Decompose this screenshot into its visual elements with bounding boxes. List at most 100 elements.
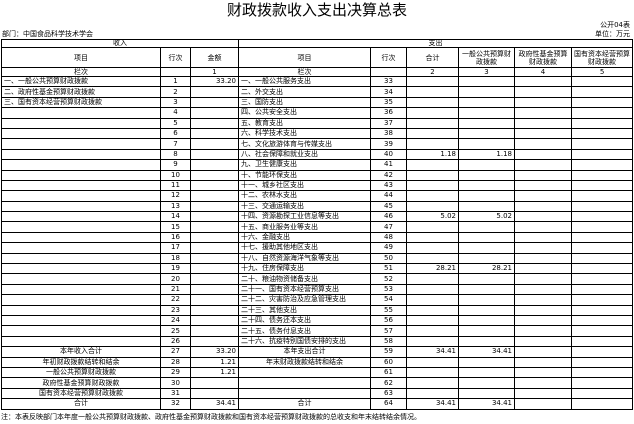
item — [1, 294, 161, 306]
item: 二、政府性基金预算财政拨款 — [1, 86, 161, 98]
column-header: 项目 — [1, 47, 161, 68]
amount: 33.20 — [189, 75, 240, 88]
item — [1, 335, 161, 348]
item: 三、国有资本经营预算财政拨款 — [1, 96, 161, 109]
table-row: 14 十四、资源勘探工业信息等支出 46 5.02 5.02 — [1, 211, 634, 223]
line-number: 20 — [160, 273, 191, 285]
amount — [571, 304, 634, 317]
amount — [571, 242, 634, 254]
item: 二、外交支出 — [238, 86, 372, 98]
line-number: 21 — [160, 283, 191, 296]
amount — [458, 387, 516, 400]
amount — [571, 200, 634, 213]
amount — [406, 179, 460, 192]
line-number: 10 — [160, 169, 191, 181]
line-number: 14 — [160, 211, 191, 223]
amount — [406, 96, 460, 109]
amount — [458, 107, 516, 119]
line-number: 4 — [160, 107, 191, 119]
amount — [571, 221, 634, 233]
line-number: 45 — [370, 200, 408, 213]
line-number: 46 — [370, 211, 408, 223]
amount — [514, 75, 573, 88]
amount — [571, 346, 634, 358]
line-number: 13 — [160, 200, 191, 213]
table-row: 合计 32 34.41 合计 64 34.41 34.41 — [1, 398, 634, 410]
table-row: 10 十、节能环保支出 42 — [1, 169, 634, 181]
column-number: 栏次 — [1, 67, 161, 77]
amount — [571, 356, 634, 368]
amount — [514, 96, 573, 109]
amount — [189, 314, 240, 327]
amount — [189, 325, 240, 337]
amount — [571, 231, 634, 244]
table-row: 4 四、公共安全支出 36 — [1, 107, 634, 119]
amount — [406, 304, 460, 317]
item: 二十六、抗疫特别国债安排的支出 — [238, 335, 372, 348]
line-number: 42 — [370, 169, 408, 181]
item: 十、节能环保支出 — [238, 169, 372, 181]
amount — [189, 304, 240, 317]
column-number: 4 — [514, 67, 573, 77]
item: 本年支出合计 — [238, 346, 372, 358]
table-row: 12 十二、农林水支出 44 — [1, 190, 634, 202]
amount — [571, 273, 634, 285]
table-row: 三、国有资本经营预算财政拨款 3 三、国防支出 35 — [1, 96, 634, 109]
amount — [189, 283, 240, 296]
table-row: 本年收入合计 27 33.20 本年支出合计 59 34.41 34.41 — [1, 346, 634, 358]
amount — [514, 252, 573, 265]
item — [1, 314, 161, 327]
line-number: 41 — [370, 159, 408, 171]
table-row: 11 十一、城乡社区支出 43 — [1, 179, 634, 192]
amount — [406, 283, 460, 296]
line-number: 24 — [160, 314, 191, 327]
amount — [514, 138, 573, 150]
amount — [571, 127, 634, 140]
item: 国有资本经营预算财政拨款 — [1, 387, 161, 400]
item: 九、卫生健康支出 — [238, 159, 372, 171]
item — [1, 283, 161, 296]
column-number: 2 — [406, 67, 460, 77]
amount — [189, 242, 240, 254]
amount — [458, 117, 516, 129]
amount — [571, 211, 634, 223]
line-number: 63 — [370, 387, 408, 400]
line-number: 17 — [160, 242, 191, 254]
amount — [189, 273, 240, 285]
line-number: 31 — [160, 387, 191, 400]
amount — [406, 117, 460, 129]
item: 年末财政拨款结转和结余 — [238, 356, 372, 368]
amount — [189, 179, 240, 192]
table-row: 6 六、科学技术支出 38 — [1, 127, 634, 140]
line-number: 49 — [370, 242, 408, 254]
amount — [458, 75, 516, 88]
amount — [458, 179, 516, 192]
amount — [406, 294, 460, 306]
amount — [406, 190, 460, 202]
line-number: 12 — [160, 190, 191, 202]
amount — [571, 138, 634, 150]
amount — [189, 211, 240, 223]
amount: 28.21 — [406, 263, 460, 275]
amount — [458, 314, 516, 327]
line-number: 64 — [370, 398, 408, 410]
amount — [458, 325, 516, 337]
line-number: 44 — [370, 190, 408, 202]
column-number — [160, 67, 191, 77]
line-number: 23 — [160, 304, 191, 317]
line-number: 59 — [370, 346, 408, 358]
line-number: 25 — [160, 325, 191, 337]
item: 八、社会保障和就业支出 — [238, 148, 372, 161]
amount — [458, 283, 516, 296]
amount — [458, 86, 516, 98]
group-header: 收入 — [0, 39, 240, 48]
line-number: 9 — [160, 159, 191, 171]
line-number: 50 — [370, 252, 408, 265]
line-number: 27 — [160, 346, 191, 358]
item — [1, 148, 161, 161]
amount — [458, 159, 516, 171]
item — [1, 211, 161, 223]
item: 十七、援助其他地区支出 — [238, 242, 372, 254]
item: 一般公共预算财政拨款 — [1, 366, 161, 379]
amount — [514, 387, 573, 400]
